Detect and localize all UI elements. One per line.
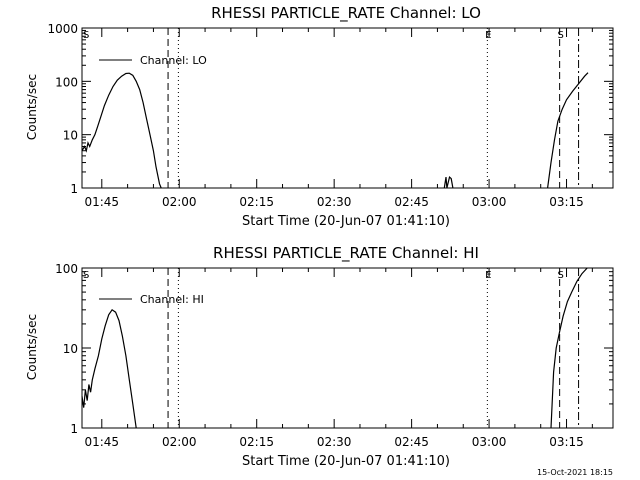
y-tick-label: 10 [63, 129, 78, 143]
x-tick-label: 02:45 [394, 435, 429, 449]
panel-lo-title: RHESSI PARTICLE_RATE Channel: LO [211, 4, 481, 23]
panel-hi-ylabel: Counts/sec [25, 314, 39, 380]
panel-lo-ylabel: Counts/sec [25, 74, 39, 140]
series-line [547, 72, 589, 189]
series-line [81, 72, 162, 189]
y-tick-label: 1000 [47, 22, 78, 36]
marker-label: S [83, 270, 89, 281]
panel-hi-legend-label: Channel: HI [140, 293, 204, 306]
y-tick-label: 100 [55, 262, 78, 276]
panel-lo: RHESSI PARTICLE_RATE Channel: LO Counts/… [25, 4, 614, 229]
x-tick-label: 03:15 [549, 195, 584, 209]
y-tick-label: 100 [55, 75, 78, 89]
x-tick-label: 02:00 [162, 195, 197, 209]
x-tick-label: 02:15 [239, 195, 274, 209]
x-tick-label: 02:45 [394, 195, 429, 209]
marker-label: S [557, 270, 563, 281]
x-tick-label: 03:15 [549, 435, 584, 449]
panel-hi: RHESSI PARTICLE_RATE Channel: HI Counts/… [25, 244, 614, 469]
marker-label: S [83, 30, 89, 41]
x-tick-label: 02:30 [317, 195, 352, 209]
y-tick-label: 1 [70, 422, 78, 436]
y-tick-label: 1 [70, 182, 78, 196]
x-tick-label: 02:00 [162, 435, 197, 449]
marker-label: E [485, 270, 491, 281]
panel-lo-xlabel: Start Time (20-Jun-07 01:41:10) [242, 214, 450, 229]
marker-label: E [485, 30, 491, 41]
plot-frame [81, 27, 614, 189]
plot-frame [81, 267, 614, 429]
panel-lo-legend-label: Channel: LO [140, 54, 207, 67]
x-tick-label: 03:00 [472, 195, 507, 209]
y-tick-label: 10 [63, 342, 78, 356]
footer-timestamp: 15-Oct-2021 18:15 [537, 468, 613, 477]
marker-label: S [557, 30, 563, 41]
series-line [443, 175, 454, 189]
x-tick-label: 01:45 [84, 435, 119, 449]
panel-hi-plot: 1 10 100 01:45 02:00 02:15 02:30 02:45 03:00 03:1… [55, 262, 614, 449]
x-tick-label: 02:30 [317, 435, 352, 449]
panel-hi-xlabel: Start Time (20-Jun-07 01:41:10) [242, 454, 450, 469]
panel-hi-title: RHESSI PARTICLE_RATE Channel: HI [213, 244, 479, 263]
x-tick-label: 02:15 [239, 435, 274, 449]
panel-lo-plot: 1 10 100 1000 01:45 02:00 02:15 02:30 02:45 03:00… [47, 22, 614, 209]
series-line [550, 267, 588, 429]
x-tick-label: 03:00 [472, 435, 507, 449]
x-tick-label: 01:45 [84, 195, 119, 209]
series-line [81, 308, 137, 429]
